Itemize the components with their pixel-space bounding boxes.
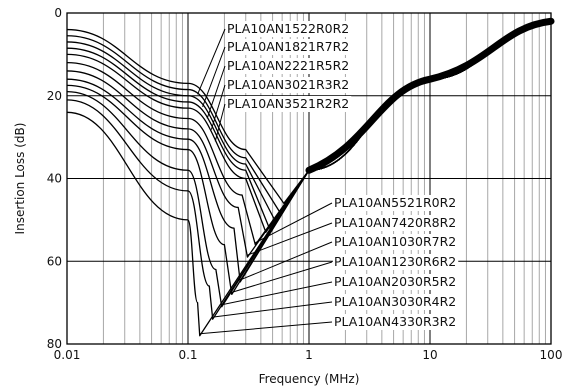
leader-line bbox=[240, 241, 333, 281]
leader-line bbox=[210, 84, 226, 130]
series-label-background bbox=[333, 215, 459, 231]
y-tick-label: 40 bbox=[47, 172, 62, 186]
series-label: PLA10AN2030R5R2 bbox=[334, 274, 456, 289]
leader-line bbox=[231, 261, 333, 293]
series-label: PLA10AN1230R6R2 bbox=[334, 254, 456, 269]
series-label-background bbox=[226, 39, 352, 55]
series-label: PLA10AN3521R2R2 bbox=[227, 96, 349, 111]
y-tick-label: 0 bbox=[54, 6, 62, 20]
y-tick-label: 60 bbox=[47, 254, 62, 268]
leader-line bbox=[199, 321, 333, 335]
x-tick-label: 100 bbox=[540, 348, 563, 362]
common-envelope-line bbox=[305, 17, 555, 174]
series-label-background bbox=[333, 195, 459, 211]
series-label: PLA10AN1522R0R2 bbox=[227, 21, 349, 36]
series-label-background bbox=[226, 77, 352, 93]
leader-line bbox=[214, 103, 226, 142]
series-label-background bbox=[226, 21, 352, 37]
series-label-background bbox=[333, 314, 459, 330]
series-label: PLA10AN3030R4R2 bbox=[334, 294, 456, 309]
leader-line bbox=[247, 222, 333, 256]
leader-line bbox=[255, 202, 333, 244]
series-label-background bbox=[333, 234, 459, 250]
series-label: PLA10AN4330R3R2 bbox=[334, 314, 456, 329]
leader-line bbox=[221, 281, 333, 306]
series-label-background bbox=[226, 96, 352, 112]
series-label-background bbox=[333, 294, 459, 310]
series-label: PLA10AN2221R5R2 bbox=[227, 58, 349, 73]
plot-frame bbox=[66, 12, 552, 345]
series-label-background bbox=[333, 254, 459, 270]
y-tick-label: 20 bbox=[47, 89, 62, 103]
series-label: PLA10AN5521R0R2 bbox=[334, 195, 456, 210]
series-labels: PLA10AN1522R0R2 PLA10AN1821R7R2 PLA10AN222… bbox=[226, 21, 459, 330]
leader-line bbox=[206, 65, 226, 119]
series-lines bbox=[66, 17, 555, 337]
x-tick-label: 10 bbox=[422, 348, 437, 362]
series-label: PLA10AN7420R8R2 bbox=[334, 215, 456, 230]
series-label: PLA10AN1821R7R2 bbox=[227, 39, 349, 54]
y-axis-label: Insertion Loss (dB) bbox=[13, 123, 27, 235]
x-tick-label: 0.1 bbox=[178, 348, 197, 362]
leader-line bbox=[212, 301, 333, 318]
series-label: PLA10AN3021R3R2 bbox=[227, 77, 349, 92]
label-leader-lines bbox=[197, 28, 333, 335]
series-label-background bbox=[333, 274, 459, 290]
leader-line bbox=[202, 46, 226, 107]
leader-line bbox=[197, 28, 226, 95]
x-tick-label: 0.01 bbox=[54, 348, 81, 362]
tick-labels: 0.01 0.1 1 10 100 0 20 40 60 80 bbox=[47, 6, 563, 362]
series-label-background bbox=[226, 58, 352, 74]
x-axis-label: Frequency (MHz) bbox=[259, 372, 360, 386]
x-tick-label: 1 bbox=[305, 348, 313, 362]
series-label: PLA10AN1030R7R2 bbox=[334, 234, 456, 249]
y-tick-label: 80 bbox=[47, 337, 62, 351]
